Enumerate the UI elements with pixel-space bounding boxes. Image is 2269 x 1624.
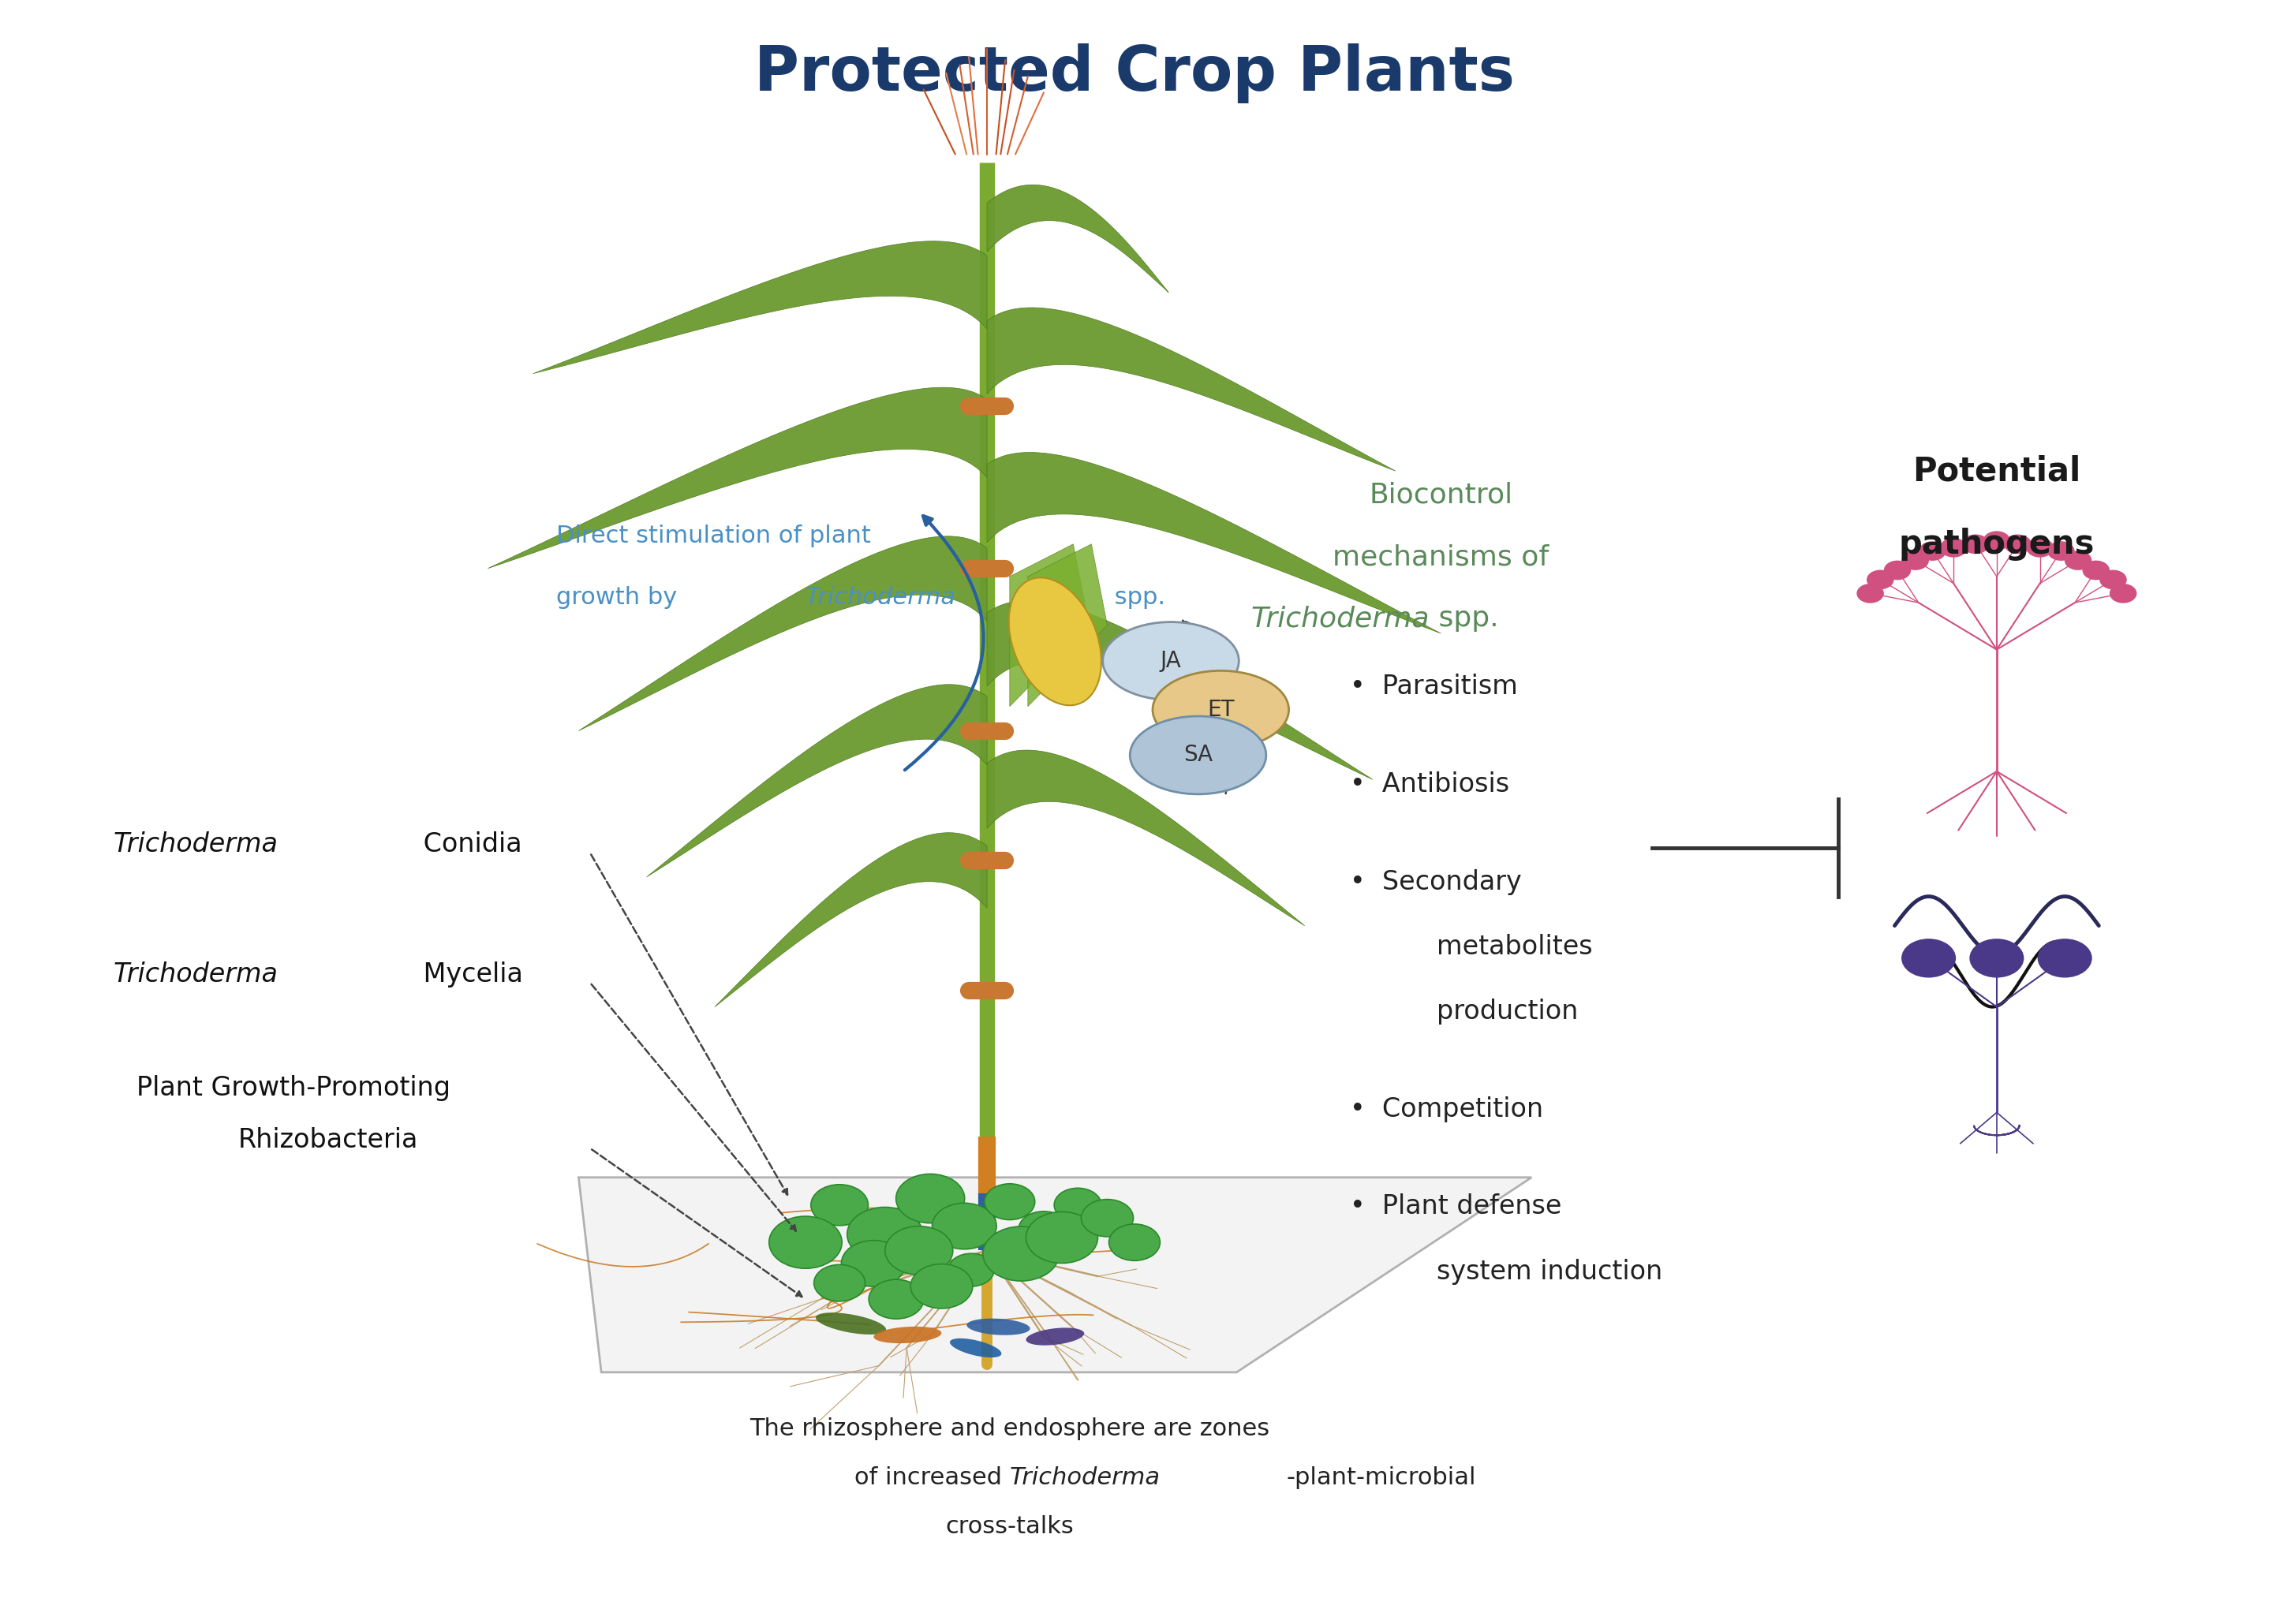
Circle shape — [769, 1216, 842, 1268]
Text: •  Secondary: • Secondary — [1350, 869, 1522, 895]
Polygon shape — [579, 1177, 1532, 1372]
Polygon shape — [488, 388, 987, 568]
Text: metabolites: metabolites — [1436, 934, 1593, 960]
Polygon shape — [987, 453, 1441, 633]
Circle shape — [985, 1184, 1035, 1220]
Polygon shape — [987, 307, 1395, 471]
Circle shape — [869, 1280, 923, 1319]
Circle shape — [810, 1184, 869, 1226]
Text: The rhizosphere and endosphere are zones: The rhizosphere and endosphere are zones — [749, 1418, 1271, 1440]
Circle shape — [815, 1265, 864, 1301]
Polygon shape — [533, 240, 987, 374]
Text: Trichoderma: Trichoderma — [805, 586, 955, 609]
Ellipse shape — [874, 1327, 942, 1343]
Text: Potential: Potential — [1913, 455, 2081, 487]
Text: spp.: spp. — [1429, 606, 1498, 632]
Circle shape — [1920, 541, 1947, 560]
Polygon shape — [987, 185, 1169, 292]
Text: Protected Crop Plants: Protected Crop Plants — [753, 44, 1516, 102]
Text: -plant-microbial: -plant-microbial — [1287, 1466, 1477, 1489]
Text: SA: SA — [1184, 744, 1212, 767]
Circle shape — [2110, 583, 2137, 603]
Polygon shape — [987, 750, 1305, 926]
Circle shape — [1110, 1224, 1159, 1260]
Circle shape — [2047, 541, 2074, 560]
Polygon shape — [987, 601, 1373, 780]
Text: ET: ET — [1207, 698, 1234, 721]
Polygon shape — [647, 684, 987, 877]
Text: mechanisms of: mechanisms of — [1332, 544, 1550, 570]
Ellipse shape — [1103, 622, 1239, 700]
Text: of increased: of increased — [855, 1466, 1010, 1489]
Text: cross-talks: cross-talks — [946, 1515, 1073, 1538]
Ellipse shape — [1153, 671, 1289, 749]
Polygon shape — [715, 833, 987, 1007]
Ellipse shape — [1026, 1328, 1085, 1345]
Polygon shape — [1028, 544, 1107, 706]
Text: Mycelia: Mycelia — [415, 961, 524, 987]
Ellipse shape — [1130, 716, 1266, 794]
Circle shape — [1983, 531, 2010, 551]
Circle shape — [885, 1226, 953, 1275]
Circle shape — [1019, 1212, 1069, 1247]
Ellipse shape — [1010, 578, 1100, 705]
Text: Plant Growth-Promoting: Plant Growth-Promoting — [136, 1075, 449, 1101]
Text: production: production — [1436, 999, 1577, 1025]
Circle shape — [2083, 560, 2110, 580]
Circle shape — [846, 1207, 923, 1262]
Text: spp.: spp. — [1107, 586, 1166, 609]
Circle shape — [1026, 1212, 1098, 1263]
Circle shape — [1940, 538, 1967, 557]
Text: Trichoderma: Trichoderma — [1010, 1466, 1159, 1489]
Circle shape — [910, 1263, 973, 1309]
Circle shape — [1055, 1189, 1100, 1221]
Circle shape — [2004, 534, 2031, 554]
Circle shape — [1867, 570, 1895, 590]
Text: •  Competition: • Competition — [1350, 1096, 1543, 1122]
Circle shape — [1969, 939, 2024, 978]
Text: Trichoderma: Trichoderma — [1250, 606, 1429, 632]
Polygon shape — [1010, 544, 1089, 706]
Text: system induction: system induction — [1436, 1259, 1663, 1285]
Circle shape — [1883, 560, 1910, 580]
Text: Rhizobacteria: Rhizobacteria — [238, 1127, 417, 1153]
Text: Trichoderma: Trichoderma — [113, 831, 279, 857]
Text: •  Parasitism: • Parasitism — [1350, 674, 1518, 700]
Text: Trichoderma: Trichoderma — [113, 961, 279, 987]
Circle shape — [2065, 551, 2092, 570]
Text: Direct stimulation of plant: Direct stimulation of plant — [556, 525, 871, 547]
Circle shape — [2038, 939, 2092, 978]
Ellipse shape — [815, 1312, 887, 1335]
Circle shape — [948, 1254, 994, 1286]
Text: growth by: growth by — [556, 586, 685, 609]
Circle shape — [1082, 1200, 1132, 1236]
Circle shape — [2026, 538, 2053, 557]
Circle shape — [896, 1174, 964, 1223]
Ellipse shape — [967, 1319, 1030, 1335]
Circle shape — [1901, 551, 1929, 570]
Text: Conidia: Conidia — [415, 831, 522, 857]
Text: •  Plant defense: • Plant defense — [1350, 1194, 1561, 1220]
Circle shape — [1963, 534, 1990, 554]
Circle shape — [982, 1226, 1060, 1281]
Text: •  Antibiosis: • Antibiosis — [1350, 771, 1509, 797]
Polygon shape — [579, 536, 987, 731]
Circle shape — [933, 1203, 996, 1249]
Circle shape — [2099, 570, 2126, 590]
Ellipse shape — [951, 1338, 1001, 1358]
Text: pathogens: pathogens — [1899, 528, 2094, 560]
Text: Biocontrol: Biocontrol — [1368, 482, 1513, 508]
Circle shape — [842, 1241, 905, 1286]
Circle shape — [1856, 583, 1883, 603]
Circle shape — [1901, 939, 1956, 978]
Text: JA: JA — [1159, 650, 1182, 672]
